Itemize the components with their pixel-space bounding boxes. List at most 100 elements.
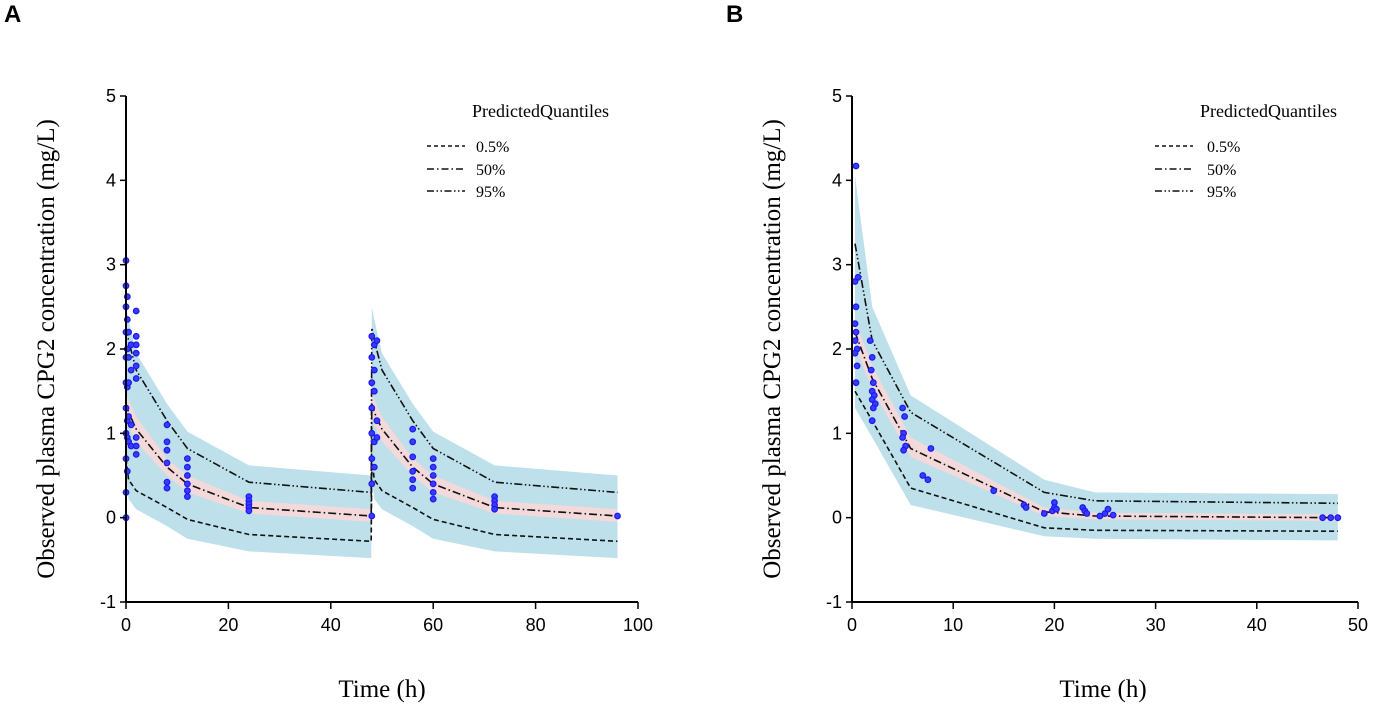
panel-b-x-tick-label: 50 (1348, 615, 1368, 635)
panel-b-data-point (851, 320, 859, 328)
panel-b-x-tick-label: 30 (1146, 615, 1166, 635)
panel-a-y-tick-label: 4 (106, 170, 116, 190)
panel-b-x-tick-label: 40 (1247, 615, 1267, 635)
panel-a-y-tick-label: -1 (100, 592, 116, 612)
panel-a-data-point (370, 366, 378, 374)
panel-a-data-point (373, 417, 381, 425)
panel-a-y-tick-label: 3 (106, 255, 116, 275)
panel-b-data-point (900, 446, 907, 454)
panel-b-data-point (1040, 510, 1048, 517)
panel-b-data-point (899, 434, 906, 441)
panel-b-data-point (1083, 510, 1091, 517)
panel-a-data-point (163, 421, 171, 429)
panel-b-data-point (1319, 514, 1326, 522)
legend-label-50: 50% (1207, 162, 1236, 179)
panel-a-data-point (163, 459, 171, 467)
panel-b-data-point (852, 303, 860, 311)
panel-a-data-point (132, 362, 140, 370)
panel-a-y-tick-label: 1 (106, 423, 116, 443)
panel-a-data-point (368, 512, 376, 520)
panel-b-y-tick-label: 3 (832, 255, 842, 275)
panel-b-legend: PredictedQuantiles 0.5% 50% 95% (1155, 101, 1337, 201)
panel-b-x-tick-label: 10 (943, 615, 963, 635)
panel-b-data-point (867, 366, 875, 374)
panel-a-data-point (163, 438, 171, 446)
panel-b-x-ticks: 0 10 20 30 40 50 (847, 602, 1368, 635)
panel-b-data-point (868, 417, 876, 425)
panel-b-data-point (899, 404, 906, 412)
panel-b-data-point (854, 273, 862, 281)
panel-a-data-point (132, 434, 140, 441)
panel-a-x-tick-label: 0 (121, 615, 131, 635)
panel-a-data-point (491, 505, 499, 513)
panel-a-data-point (409, 467, 417, 475)
panel-a-data-point (429, 489, 437, 496)
panel-b-y-tick-label: 2 (832, 339, 842, 359)
panel-b-x-axis-title: Time (h) (1059, 676, 1146, 703)
panel-a-y-axis-title: Observed plasma CPG2 concentration (mg/L… (33, 119, 60, 579)
panel-b-x-tick-label: 0 (847, 615, 857, 635)
panel-a-data-point (132, 341, 140, 349)
panel-a-data-point (368, 332, 376, 340)
panel-a-data-point (183, 480, 191, 488)
panel-a-x-tick-label: 80 (526, 615, 546, 635)
panel-a-data-point (183, 493, 191, 501)
panel-b-data-point (990, 487, 998, 495)
panel-a-legend: PredictedQuantiles 0.5% 50% 95% (427, 101, 609, 201)
panel-a-data-point (127, 421, 135, 429)
panel-b-data-point (851, 349, 859, 357)
panel-b-data-point (866, 337, 874, 345)
panel-a-data-point (368, 379, 376, 387)
panel-b-y-ticks: -1 0 1 2 3 4 5 (826, 86, 852, 612)
panel-a-data-point (429, 463, 437, 471)
panel-a-x-axis-title: Time (h) (338, 676, 425, 703)
panel-a-data-point (373, 337, 381, 345)
panel-a-data-point (183, 487, 191, 495)
panel-b-data-point (1334, 514, 1342, 522)
panel-a-data-point (368, 455, 376, 463)
panel-a-x-tick-label: 100 (623, 615, 653, 635)
legend-label-0-5: 0.5% (476, 139, 509, 156)
panel-a-data-point (132, 332, 140, 340)
panel-a-data-point (614, 512, 621, 520)
panel-b-data-point (1109, 511, 1117, 519)
panel-a-data-point (163, 478, 171, 486)
panel-letter-a: A (4, 1, 21, 28)
panel-letter-b: B (726, 1, 743, 28)
panel-a-data-point (409, 453, 417, 461)
panel-a-data-point (368, 354, 376, 361)
panel-a-data-point (127, 366, 135, 374)
panel-b-data-point (868, 354, 876, 361)
panel-b-data-point (853, 362, 861, 370)
panel-a-observed-points (122, 257, 621, 522)
panel-a-x-ticks: 0 20 40 60 80 100 (121, 602, 653, 635)
panel-b-y-tick-label: 5 (832, 86, 842, 106)
panel-a-y-tick-label: 2 (106, 339, 116, 359)
legend-title: PredictedQuantiles (472, 101, 609, 121)
panel-b-data-point (851, 337, 859, 345)
panel-b-y-tick-label: 4 (832, 170, 842, 190)
panel-a-data-point (183, 472, 191, 479)
panel-a-y-tick-label: 0 (106, 508, 116, 528)
legend-label-95: 95% (1207, 184, 1236, 201)
panel-b-y-tick-label: 1 (832, 423, 842, 443)
panel-b-data-point (852, 162, 860, 170)
panel-a-data-point (163, 484, 171, 492)
panel-a-data-point (132, 451, 140, 458)
panel-b-y-axis-title: Observed plasma CPG2 concentration (mg/L… (759, 119, 786, 579)
panel-b-y-tick-label: -1 (826, 592, 842, 612)
panel-a-data-point (368, 404, 376, 412)
panel-b-quantile-lines (854, 243, 1338, 533)
panel-b-band-outer (855, 176, 1338, 541)
panel-b-data-point (869, 404, 877, 412)
panel-b-data-point (1022, 504, 1030, 511)
panel-b-line-q1 (854, 331, 1338, 519)
panel-a-data-point (370, 463, 378, 471)
panel-a-data-point (132, 442, 140, 450)
panel-b-bands (855, 176, 1338, 541)
legend-title: PredictedQuantiles (1200, 101, 1337, 121)
panel-a-data-point (163, 446, 171, 454)
